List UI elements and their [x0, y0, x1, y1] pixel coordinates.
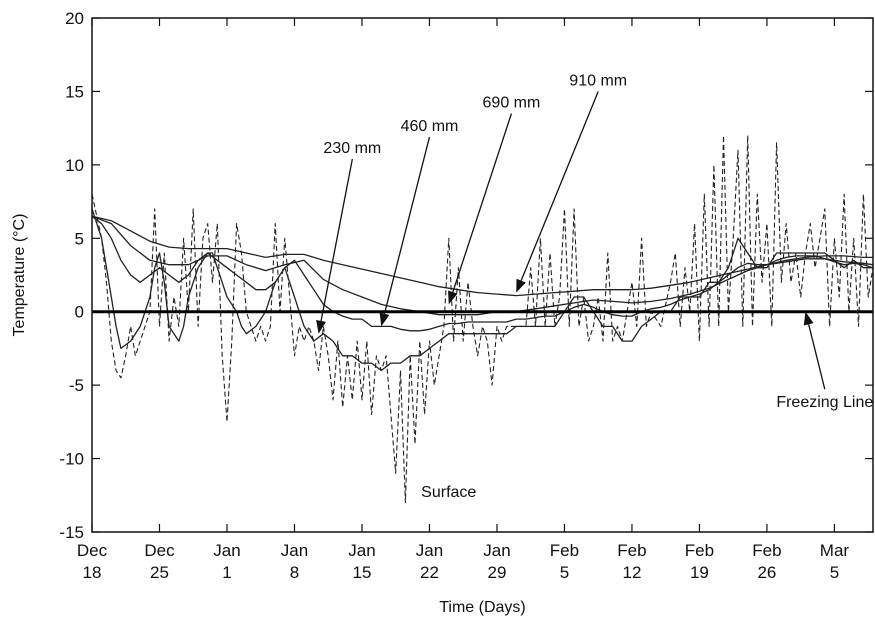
x-tick-label-day: 1 — [222, 563, 231, 582]
x-tick-label-month: Feb — [617, 541, 646, 560]
x-tick-label-month: Feb — [550, 541, 579, 560]
x-tick-label-day: 12 — [622, 563, 641, 582]
y-axis-title: Temperature (°C) — [11, 214, 28, 337]
x-tick-label-day: 22 — [420, 563, 439, 582]
annotation-arrow-shaft — [384, 137, 429, 314]
y-tick-label: -10 — [59, 450, 84, 469]
x-tick-label-month: Jan — [348, 541, 375, 560]
x-tick-label-month: Jan — [281, 541, 308, 560]
series-lines — [92, 136, 873, 503]
x-axis-title: Time (Days) — [439, 599, 526, 616]
annotation-arrow-head — [380, 313, 390, 327]
x-tick-label-month: Dec — [77, 541, 108, 560]
y-tick-label: -15 — [59, 523, 84, 542]
x-tick-label-month: Jan — [483, 541, 510, 560]
annotation-arrow-head — [516, 279, 526, 293]
annotation-label: Freezing Line — [776, 394, 873, 411]
x-tick-labels: Dec 18 Dec 25 Jan 1 Jan 8 Jan 15 Jan 22 Jan 29 Feb 5 Feb… — [77, 541, 850, 582]
annotation-label: 230 mm — [323, 140, 381, 157]
y-tick-label: 10 — [65, 156, 84, 175]
y-tick-label: 20 — [65, 9, 84, 28]
x-tick-label-month: Dec — [144, 541, 175, 560]
y-tick-labels: -15 -10 -5 0 5 10 15 20 — [59, 9, 84, 542]
x-tick-label-day: 5 — [560, 563, 569, 582]
x-tick-label-month: Jan — [213, 541, 240, 560]
y-tick-label: 15 — [65, 82, 84, 101]
annotation-arrow-shaft — [321, 159, 352, 321]
x-tick-label-day: 5 — [830, 563, 839, 582]
x-tick-label-month: Feb — [685, 541, 714, 560]
x-tick-label-day: 26 — [757, 563, 776, 582]
x-tick-label-day: 29 — [488, 563, 507, 582]
x-tick-label-day: 15 — [353, 563, 372, 582]
annotation-label: 910 mm — [569, 73, 627, 90]
y-tick-label: -5 — [69, 376, 84, 395]
y-tick-label: 5 — [75, 229, 84, 248]
annotation-label: 690 mm — [483, 95, 541, 112]
annotations: 910 mm 690 mm 460 mm 230 mm Surface Freezing … — [316, 73, 873, 501]
series-line-surface — [92, 136, 873, 503]
x-tick-label-month: Mar — [820, 541, 850, 560]
annotation-arrow-shaft — [453, 114, 512, 292]
x-tick-label-day: 19 — [690, 563, 709, 582]
x-tick-label-day: 8 — [290, 563, 299, 582]
x-tick-label-month: Feb — [752, 541, 781, 560]
x-tick-label-day: 18 — [83, 563, 102, 582]
annotation-arrow-head — [316, 320, 326, 334]
annotation-arrow-head — [804, 312, 814, 326]
y-tick-label: 0 — [75, 303, 84, 322]
annotation-arrow-shaft — [521, 92, 598, 281]
annotation-label: 460 mm — [401, 118, 459, 135]
x-tick-label-day: 25 — [150, 563, 169, 582]
x-tick-label-month: Jan — [416, 541, 443, 560]
annotation-label: Surface — [421, 484, 476, 501]
annotation-arrow-shaft — [809, 324, 825, 389]
